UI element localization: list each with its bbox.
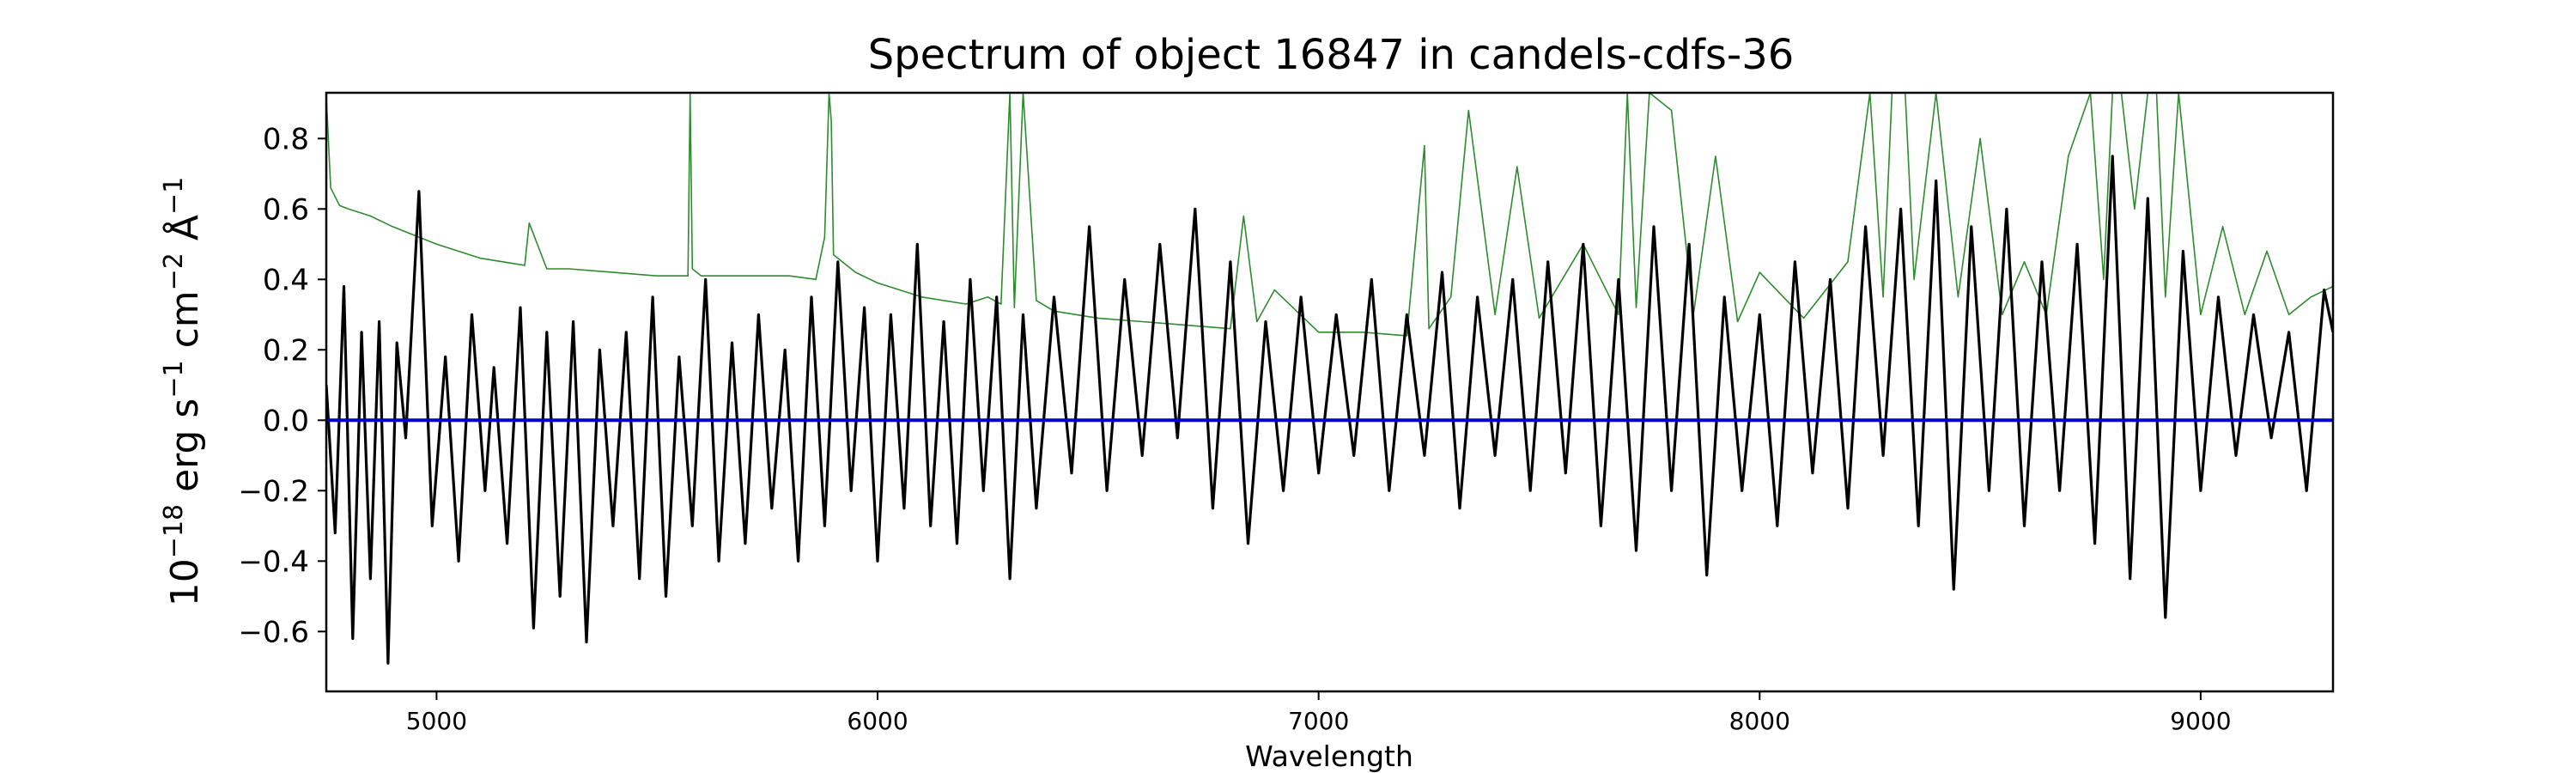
error-line [326, 93, 2333, 337]
y-label-text: Å [161, 215, 207, 253]
y-label-text: erg s [163, 399, 207, 504]
x-tick-label: 6000 [847, 707, 908, 735]
y-tick-label: 0.8 [263, 122, 309, 156]
x-axis-label: Wavelength [1245, 740, 1413, 773]
y-label-text: 10 [163, 558, 207, 606]
y-axis-label: 10−18 erg s−1 cm−2 Å−1 [159, 177, 207, 606]
y-axis: −0.6 −0.4 −0.2 0.0 0.2 0.4 0.6 0.8 [238, 122, 326, 649]
x-tick-label: 9000 [2170, 707, 2231, 735]
y-label-superscript: −1 [159, 360, 189, 398]
plot-area [326, 93, 2333, 665]
spectrum-line [326, 155, 2333, 665]
y-tick-label: −0.2 [238, 474, 309, 508]
x-tick-label: 7000 [1288, 707, 1349, 735]
y-label-superscript: −1 [159, 177, 189, 215]
x-tick-label: 5000 [406, 707, 467, 735]
x-axis: 5000 6000 7000 8000 9000 [406, 691, 2232, 735]
y-label-superscript: −2 [159, 253, 189, 290]
x-tick-label: 8000 [1729, 707, 1790, 735]
y-tick-label: 0.6 [263, 192, 309, 227]
y-tick-label: −0.4 [238, 545, 309, 579]
plot-frame [325, 91, 2335, 693]
y-tick-label: 0.2 [263, 333, 309, 368]
y-tick-label: 0.0 [263, 404, 309, 438]
y-label-superscript: −18 [159, 504, 189, 558]
y-tick-label: −0.6 [238, 615, 309, 649]
y-label-text: cm [163, 290, 207, 360]
y-tick-label: 0.4 [263, 263, 309, 297]
chart-title: Spectrum of object 16847 in candels-cdfs… [868, 31, 1795, 79]
